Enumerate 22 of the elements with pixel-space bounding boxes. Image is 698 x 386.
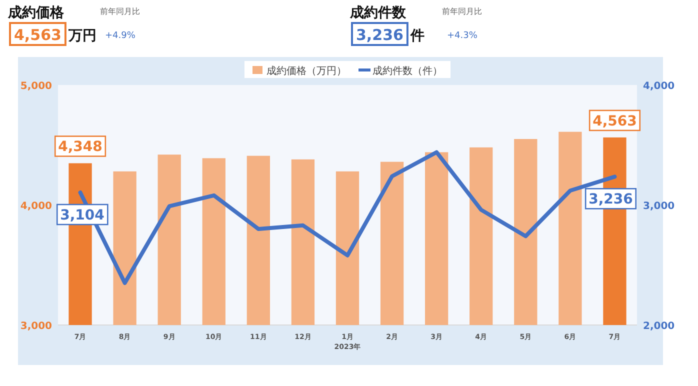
text: +4.9% — [105, 31, 136, 41]
text: 3,236 — [356, 26, 404, 44]
legend-label: 成約価格（万円） — [266, 65, 346, 77]
y2-tick-label: 4,000 — [643, 81, 675, 92]
data-label: 4,348 — [58, 139, 102, 156]
text: 件 — [409, 28, 424, 44]
text: 4,563 — [14, 26, 62, 44]
legend-label: 成約件数（件） — [372, 65, 442, 77]
text: 万円 — [67, 28, 96, 44]
data-label: 4,563 — [592, 113, 637, 130]
text: +4.3% — [447, 31, 478, 41]
y-tick-label: 5,000 — [20, 81, 52, 92]
data-label: 3,236 — [588, 192, 633, 208]
text: 成約件数 — [349, 5, 407, 21]
text: 前年同月比 — [100, 7, 140, 16]
text: 前年同月比 — [442, 7, 482, 16]
y-tick-label: 4,000 — [20, 201, 52, 212]
y2-tick-label: 2,000 — [643, 321, 675, 332]
y2-tick-label: 3,000 — [643, 201, 675, 212]
y-tick-label: 3,000 — [20, 321, 52, 332]
text: 成約価格 — [7, 5, 65, 21]
data-label: 3,104 — [60, 208, 105, 224]
